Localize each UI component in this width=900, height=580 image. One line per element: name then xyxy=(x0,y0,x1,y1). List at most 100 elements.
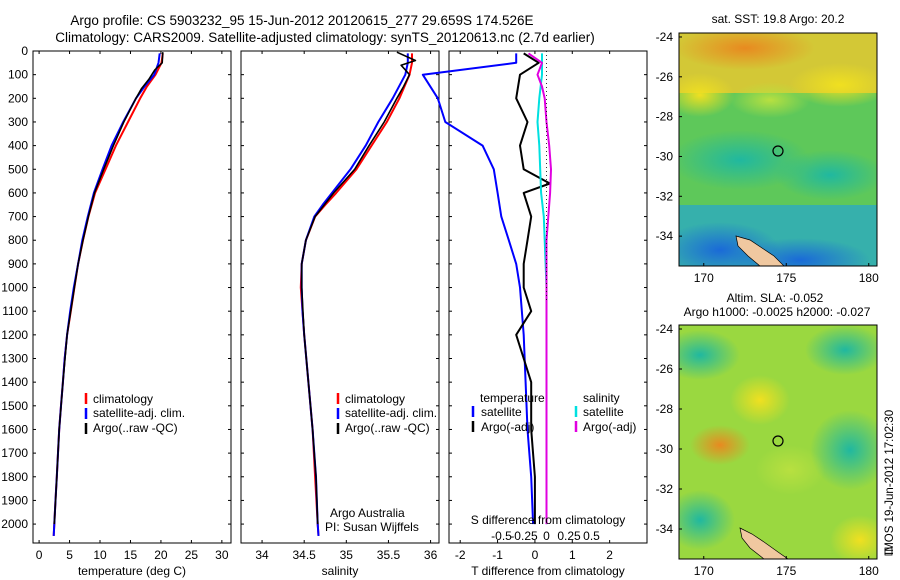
x-tick-label: 0 xyxy=(532,548,539,562)
sst-map: sat. SST: 19.8 Argo: 20.2 xyxy=(678,12,878,267)
depth-tick-label: 1500 xyxy=(1,399,28,413)
s-tick-label: 0 xyxy=(543,529,550,543)
s-tick-label: 0.5 xyxy=(583,529,600,543)
difference-legend: temperature salinity satellite Argo(-adj… xyxy=(471,391,636,434)
diff-legend-salinity-head: salinity xyxy=(583,391,620,405)
x-tick-label: 25 xyxy=(185,548,199,562)
depth-tick-label: 1200 xyxy=(1,328,28,342)
depth-tick-label: 1800 xyxy=(1,470,28,484)
x-axis-label: T difference from climatology xyxy=(471,564,625,578)
map-x-tick-label: 180 xyxy=(859,564,879,578)
depth-tick-label: 200 xyxy=(8,91,28,105)
map-y-tick-label: -34 xyxy=(656,522,674,536)
depth-tick-label: 500 xyxy=(8,162,28,176)
map-x-tick-label: 175 xyxy=(776,564,796,578)
credit-line-2: PI: Susan Wijffels xyxy=(325,520,419,534)
legend-label-argo: Argo(..raw -QC) xyxy=(93,421,178,435)
x-tick-label: 35 xyxy=(340,548,354,562)
depth-tick-label: 1000 xyxy=(1,281,28,295)
legend-label-argo: Argo(..raw -QC) xyxy=(345,421,430,435)
depth-tick-label: 0 xyxy=(21,44,28,58)
series-line-argo-raw-qc- xyxy=(53,52,164,525)
map-y-tick-label: -34 xyxy=(656,229,674,243)
header-line-1: Argo profile: CS 5903232_95 15-Jun-2012 … xyxy=(70,13,533,28)
sla-map-subtitle: Argo h1000: -0.0025 h2000: -0.027 xyxy=(684,305,871,319)
header-line-2: Climatology: CARS2009. Satellite-adjuste… xyxy=(55,30,595,45)
diff-label-temp-argo: Argo(-adj) xyxy=(481,420,534,434)
depth-tick-label: 400 xyxy=(8,139,28,153)
diff-label-sal-argo: Argo(-adj) xyxy=(583,420,636,434)
depth-tick-label: 1100 xyxy=(2,304,28,318)
depth-tick-label: 1600 xyxy=(1,422,28,436)
difference-panel-frame xyxy=(448,50,648,544)
map-x-tick-label: 180 xyxy=(859,271,879,285)
map-x-tick-label: 170 xyxy=(694,271,714,285)
map-y-tick-label: -26 xyxy=(656,362,674,376)
x-tick-label: 1 xyxy=(569,548,576,562)
x-tick-label: 35.5 xyxy=(377,548,401,562)
argo-float-marker xyxy=(772,145,784,157)
x-tick-label: 10 xyxy=(93,548,107,562)
depth-tick-label: 1300 xyxy=(1,352,28,366)
sst-map-title: sat. SST: 19.8 Argo: 20.2 xyxy=(712,12,845,26)
map-y-tick-label: -28 xyxy=(656,110,674,124)
x-tick-label: 34.5 xyxy=(293,548,317,562)
diff-label-sal-satellite: satellite xyxy=(583,405,624,419)
diff-label-temp-satellite: satellite xyxy=(481,405,522,419)
credit-line-1: Argo Australia xyxy=(330,506,405,520)
salinity-panel-frame xyxy=(240,50,440,544)
x-tick-label: 20 xyxy=(154,548,168,562)
temperature-panel-frame xyxy=(32,50,232,544)
map-y-tick-label: -30 xyxy=(656,149,674,163)
x-axis-label: temperature (deg C) xyxy=(78,564,186,578)
map-x-tick-label: 175 xyxy=(776,271,796,285)
depth-tick-label: 100 xyxy=(8,68,28,82)
legend-label-satellite: satellite-adj. clim. xyxy=(345,406,437,420)
diff-legend-temperature-head: temperature xyxy=(480,391,545,405)
map-y-tick-label: -24 xyxy=(656,322,674,336)
imos-checkbox-icon xyxy=(884,547,893,556)
imos-timestamp: IMOS 19-Jun-2012 17:02:30 xyxy=(884,410,896,555)
map-y-tick-label: -26 xyxy=(656,70,674,84)
s-tick-label: -0.25 xyxy=(510,529,538,543)
depth-tick-label: 600 xyxy=(8,186,28,200)
new-zealand-coastline xyxy=(735,235,785,266)
x-tick-label: -1 xyxy=(492,548,503,562)
argo-float-marker xyxy=(772,435,784,447)
map-y-tick-label: -30 xyxy=(656,442,674,456)
series-line-salinity-argo-adj- xyxy=(527,52,552,525)
depth-tick-label: 900 xyxy=(8,257,28,271)
legend-label-climatology: climatology xyxy=(93,392,153,406)
depth-tick-label: 1900 xyxy=(1,493,28,507)
s-difference-title: S difference from climatology xyxy=(471,513,626,527)
depth-tick-label: 1700 xyxy=(1,446,28,460)
new-zealand-coastline xyxy=(739,527,789,559)
map-y-tick-label: -32 xyxy=(656,482,674,496)
x-tick-label: -2 xyxy=(455,548,466,562)
depth-tick-label: 800 xyxy=(8,233,28,247)
temperature-legend: climatology satellite-adj. clim. Argo(..… xyxy=(84,392,185,435)
sla-map-title: Altim. SLA: -0.052 xyxy=(727,291,824,305)
s-tick-label: 0.25 xyxy=(557,529,581,543)
map-y-tick-label: -32 xyxy=(656,189,674,203)
x-axis-label: salinity xyxy=(322,564,359,578)
x-tick-label: 2 xyxy=(606,548,613,562)
x-tick-label: 0 xyxy=(36,548,43,562)
x-tick-label: 34 xyxy=(255,548,269,562)
legend-label-satellite: satellite-adj. clim. xyxy=(93,406,185,420)
map-y-tick-label: -24 xyxy=(656,30,674,44)
series-line-argo-raw-qc- xyxy=(300,51,417,525)
depth-tick-label: 2000 xyxy=(1,517,28,531)
series-line-temperature-satellite xyxy=(421,53,535,525)
x-tick-label: 5 xyxy=(66,548,73,562)
x-tick-label: 15 xyxy=(124,548,138,562)
x-tick-label: 36 xyxy=(424,548,438,562)
map-x-tick-label: 170 xyxy=(694,564,714,578)
sla-map: Altim. SLA: -0.052 Argo h1000: -0.0025 h… xyxy=(678,291,878,560)
legend-label-climatology: climatology xyxy=(345,392,405,406)
series-line-temperature-argo-adj- xyxy=(515,52,551,525)
s-tick-label: -0.5 xyxy=(491,529,512,543)
depth-tick-label: 1400 xyxy=(1,375,28,389)
depth-tick-label: 300 xyxy=(8,115,28,129)
